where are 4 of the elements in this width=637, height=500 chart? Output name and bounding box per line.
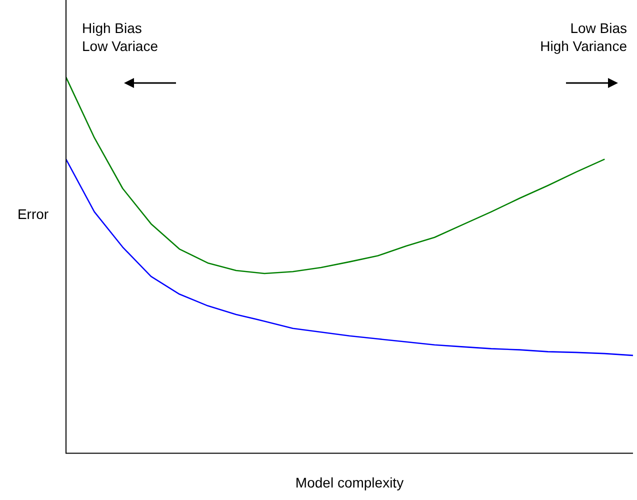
- y-axis-title: Error: [17, 206, 49, 222]
- text: High Bias Low Variace: [82, 20, 158, 54]
- text: Low Bias High Variance: [540, 20, 628, 54]
- x-axis-title: Model complexity: [295, 474, 404, 490]
